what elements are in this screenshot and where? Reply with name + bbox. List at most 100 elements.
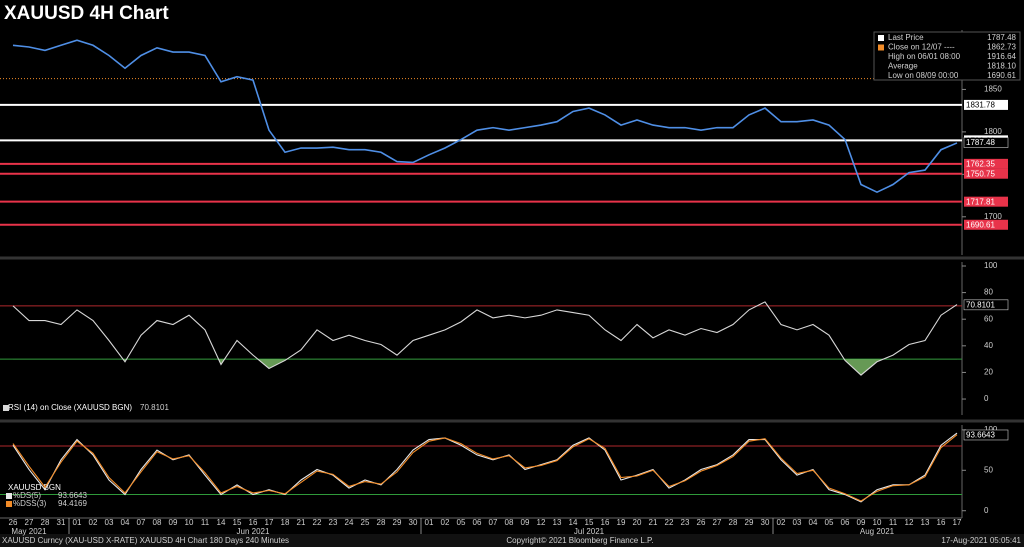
- x-tick-label: 31: [57, 518, 66, 527]
- series-line: [12, 39, 958, 194]
- x-tick-label: 29: [393, 518, 402, 527]
- y-tick-label: 20: [984, 368, 993, 377]
- legend-label: Average: [888, 62, 918, 71]
- x-tick-label: 26: [9, 518, 18, 527]
- series-line: [12, 301, 958, 376]
- y-tick-label: 0: [984, 506, 989, 515]
- x-tick-label: 21: [649, 518, 658, 527]
- x-tick-label: 04: [121, 518, 130, 527]
- legend-value: 93.6643: [58, 491, 87, 500]
- legend-label: %DSS(3): [13, 499, 47, 508]
- x-tick-label: 30: [409, 518, 418, 527]
- y-tick-label: 60: [984, 314, 993, 323]
- y-tick-label: 50: [984, 465, 993, 474]
- x-tick-label: 24: [345, 518, 354, 527]
- x-tick-label: 02: [89, 518, 98, 527]
- x-tick-label: 17: [953, 518, 962, 527]
- y-tick-label: 100: [984, 261, 998, 270]
- x-tick-label: 06: [841, 518, 850, 527]
- legend-swatch: [878, 44, 884, 51]
- x-tick-label: 08: [153, 518, 162, 527]
- level-tag: [964, 158, 1008, 169]
- x-tick-label: 03: [793, 518, 802, 527]
- x-tick-label: 19: [617, 518, 626, 527]
- level-tag-label: 1831.78: [966, 101, 995, 110]
- y-tick-label: 100: [984, 425, 998, 434]
- x-tick-label: 11: [201, 518, 210, 527]
- last-tag: [963, 299, 1009, 311]
- x-tick-label: 02: [441, 518, 450, 527]
- x-tick-label: 20: [633, 518, 642, 527]
- x-tick-label: 23: [681, 518, 690, 527]
- x-tick-label: 28: [377, 518, 386, 527]
- level-tag: [964, 168, 1008, 179]
- chart-title: XAUUSD 4H Chart: [4, 3, 169, 24]
- y-tick-label: 1850: [984, 85, 1002, 94]
- level-tag-label: 1717.81: [966, 197, 995, 206]
- x-tick-label: 16: [937, 518, 946, 527]
- footer-right: 17-Aug-2021 05:05:41: [941, 536, 1021, 545]
- month-label: Jun 2021: [237, 527, 270, 536]
- level-tag-label: 1750.75: [966, 169, 995, 178]
- x-tick-label: 22: [313, 518, 322, 527]
- series-line: [12, 434, 958, 502]
- x-tick-label: 09: [169, 518, 178, 527]
- x-tick-label: 13: [921, 518, 930, 527]
- month-label: May 2021: [11, 527, 47, 536]
- x-tick-label: 04: [809, 518, 818, 527]
- level-tag: [964, 219, 1008, 230]
- x-tick-label: 14: [217, 518, 226, 527]
- last-tag-label: 1787.48: [966, 138, 995, 147]
- x-tick-label: 08: [505, 518, 514, 527]
- legend-label: Last Price: [888, 33, 924, 42]
- oversold-fill: [13, 359, 957, 376]
- x-tick-label: 29: [745, 518, 754, 527]
- legend-label: Low on 08/09 00:00: [888, 71, 959, 80]
- x-tick-label: 10: [185, 518, 194, 527]
- x-tick-label: 02: [777, 518, 786, 527]
- level-tag: [964, 99, 1008, 110]
- x-tick-label: 16: [249, 518, 258, 527]
- legend-value: 70.8101: [140, 403, 169, 412]
- x-tick-label: 01: [425, 518, 434, 527]
- x-tick-label: 15: [233, 518, 242, 527]
- legend-value: 1916.64: [987, 52, 1016, 61]
- last-tag: [963, 137, 1009, 148]
- level-tag-label: 1762.35: [966, 159, 995, 168]
- x-tick-label: 06: [473, 518, 482, 527]
- month-label: Jul 2021: [574, 527, 605, 536]
- last-tag: [963, 429, 1009, 441]
- legend-swatch: [6, 493, 12, 499]
- series-line: [12, 432, 958, 503]
- x-tick-label: 12: [537, 518, 546, 527]
- month-label: Aug 2021: [860, 527, 895, 536]
- legend-value: 1862.73: [987, 43, 1016, 52]
- last-tag-label: 70.8101: [966, 300, 995, 309]
- x-tick-label: 18: [281, 518, 290, 527]
- x-tick-label: 16: [601, 518, 610, 527]
- legend-swatch: [878, 35, 884, 41]
- legend-label: High on 06/01 08:00: [888, 52, 961, 61]
- x-tick-label: 09: [521, 518, 530, 527]
- x-tick-label: 09: [857, 518, 866, 527]
- x-tick-label: 15: [585, 518, 594, 527]
- x-tick-label: 14: [569, 518, 578, 527]
- x-tick-label: 28: [41, 518, 50, 527]
- x-tick-label: 05: [825, 518, 834, 527]
- level-tag-label: 1690.61: [966, 220, 995, 229]
- legend-value: 1690.61: [987, 71, 1016, 80]
- x-tick-label: 07: [137, 518, 146, 527]
- y-tick-label: 40: [984, 341, 993, 350]
- y-tick-label: 1800: [984, 127, 1002, 136]
- x-tick-label: 11: [889, 518, 898, 527]
- level-tag: [964, 196, 1008, 207]
- x-tick-label: 23: [329, 518, 338, 527]
- x-tick-label: 05: [457, 518, 466, 527]
- legend-swatch: [3, 405, 9, 411]
- legend-swatch: [6, 501, 12, 507]
- x-tick-label: 01: [73, 518, 82, 527]
- x-tick-label: 22: [665, 518, 674, 527]
- x-tick-label: 27: [713, 518, 722, 527]
- x-tick-label: 12: [905, 518, 914, 527]
- x-tick-label: 10: [873, 518, 882, 527]
